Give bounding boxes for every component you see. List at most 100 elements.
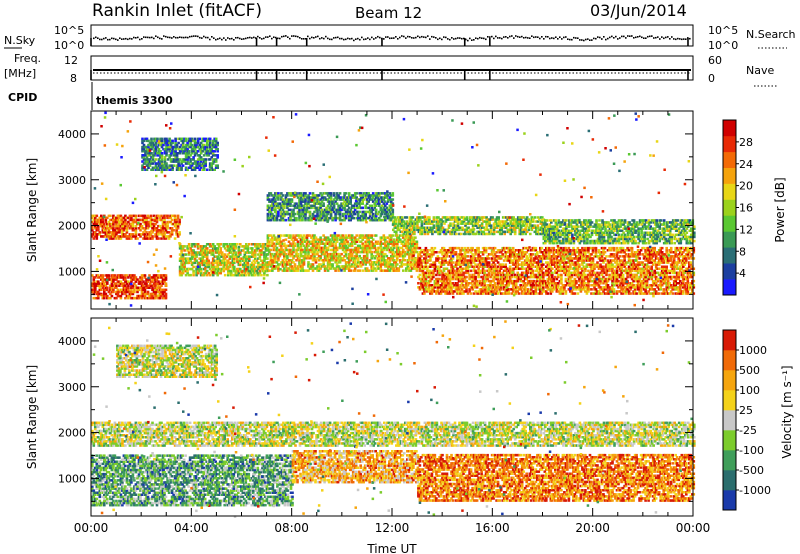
heatmap-cell [220, 259, 224, 262]
heatmap-cell [101, 222, 105, 226]
heatmap-cell [97, 276, 100, 279]
date-title: 03/Jun/2014 [590, 1, 687, 20]
heatmap-cell [266, 263, 270, 266]
heatmap-cell [131, 220, 135, 224]
heatmap-cell [307, 240, 310, 243]
heatmap-cell [234, 253, 238, 256]
heatmap-cell [283, 261, 286, 264]
heatmap-cell [128, 237, 132, 240]
heatmap-cell [334, 254, 337, 258]
heatmap-cell [228, 257, 232, 260]
heatmap-cell [307, 234, 310, 237]
heatmap-cell [320, 240, 324, 243]
heatmap-cell [98, 218, 102, 222]
heatmap-cell [163, 214, 166, 218]
heatmap-cell [269, 254, 273, 258]
heatmap-cell [154, 233, 157, 236]
heatmap-cell [220, 251, 224, 254]
heatmap-cell [94, 296, 97, 300]
heatmap-cell [104, 288, 108, 292]
heatmap-cell [202, 271, 206, 275]
heatmap-cell [299, 269, 303, 272]
heatmap-cell [214, 265, 218, 269]
heatmap-cell [236, 273, 239, 277]
heatmap-cell [326, 236, 330, 239]
heatmap-cell [216, 243, 219, 246]
heatmap-cell [341, 234, 345, 237]
heatmap-cell [240, 271, 244, 275]
heatmap-cell [271, 236, 274, 239]
heatmap-cell [319, 242, 322, 245]
heatmap-cell [113, 286, 117, 289]
heatmap-cell [286, 254, 289, 258]
heatmap-cell [199, 257, 203, 260]
heatmap-cell [208, 267, 212, 271]
heatmap-cell [269, 259, 273, 262]
heatmap-cell [308, 257, 312, 260]
heatmap-cell [154, 235, 157, 238]
heatmap-cell [296, 254, 300, 258]
heatmap-cell [152, 274, 156, 277]
heatmap-cell [529, 232, 532, 236]
heatmap-cell [118, 224, 121, 228]
heatmap-cell [192, 255, 195, 258]
heatmap-cell [201, 247, 204, 250]
heatmap-cell [216, 251, 219, 254]
heatmap-cell [214, 255, 218, 258]
heatmap-cell [98, 222, 102, 226]
heatmap-cell [192, 253, 195, 256]
heatmap-cell [145, 280, 148, 283]
heatmap-cell [110, 222, 114, 226]
heatmap-cell [217, 257, 221, 260]
heatmap-cell [161, 280, 165, 283]
heatmap-cell [213, 261, 216, 265]
heatmap-cell [110, 237, 114, 240]
heatmap-cell [139, 233, 142, 236]
heatmap-cell [145, 220, 148, 224]
heatmap-cell [317, 244, 321, 248]
heatmap-cell [154, 292, 157, 296]
heatmap-cell [433, 246, 437, 250]
heatmap-cell [146, 214, 150, 218]
heatmap-cell [493, 282, 497, 285]
heatmap-cell [299, 234, 303, 237]
heatmap-cell [97, 274, 100, 277]
heatmap-cell [113, 235, 117, 238]
heatmap-cell [230, 261, 233, 265]
heatmap-cell [299, 238, 303, 241]
heatmap-cell [217, 251, 221, 254]
heatmap-cell [112, 229, 115, 232]
heatmap-cell [180, 265, 183, 269]
heatmap-cell [326, 263, 330, 266]
heatmap-cell [187, 251, 191, 254]
heatmap-cell [137, 214, 141, 218]
heatmap-cell [104, 280, 108, 283]
heatmap-cell [263, 255, 266, 258]
heatmap-cell [322, 202, 325, 205]
heatmap-cell [94, 276, 97, 279]
heatmap-cell [531, 253, 535, 256]
heatmap-cell [154, 294, 157, 298]
heatmap-cell [211, 253, 215, 256]
heatmap-cell [196, 269, 200, 273]
heatmap-cell [139, 280, 142, 283]
heatmap-cell [233, 269, 236, 273]
heatmap-cell [334, 242, 337, 245]
heatmap-cell [160, 237, 163, 240]
heatmap-cell [201, 253, 204, 256]
heatmap-cell [264, 261, 268, 265]
heatmap-cell [115, 292, 118, 296]
heatmap-cell [101, 278, 105, 281]
heatmap-cell [133, 229, 136, 232]
heatmap-cell [149, 292, 153, 296]
freq-label: Freq. [14, 52, 41, 65]
heatmap-cell [237, 261, 241, 265]
heatmap-cell [134, 235, 138, 238]
heatmap-cell [239, 243, 242, 246]
heatmap-cell [196, 243, 200, 246]
heatmap-cell [323, 257, 327, 260]
heatmap-cell [173, 237, 177, 240]
heatmap-cell [269, 252, 273, 256]
heatmap-cell [186, 271, 189, 275]
heatmap-cell [130, 222, 133, 226]
